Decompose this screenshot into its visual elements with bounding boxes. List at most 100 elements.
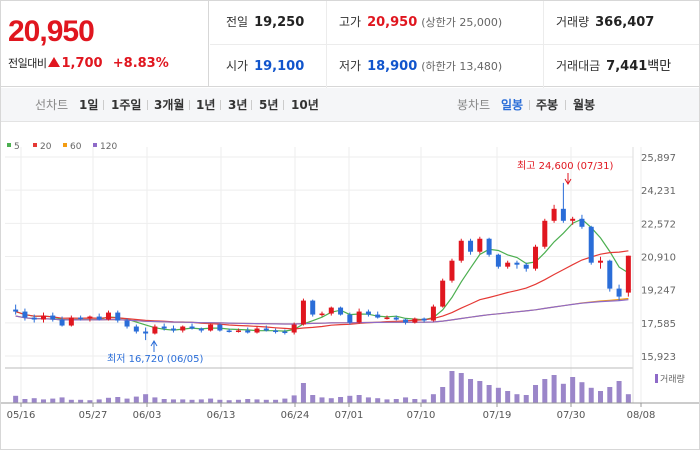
volume-bar bbox=[235, 399, 241, 403]
volume-bar bbox=[13, 395, 19, 403]
legend-label-20: 20 bbox=[40, 142, 52, 152]
candle-body bbox=[384, 317, 390, 320]
volume-bar bbox=[542, 379, 548, 403]
volume-bar bbox=[468, 379, 474, 403]
candle-body bbox=[598, 260, 604, 263]
stats-table: 전일 19,250 고가 20,950 (상한가 25,000) 거래량 366,407… bbox=[210, 1, 699, 88]
period-1d[interactable]: 1일 bbox=[79, 98, 99, 112]
volume-bar bbox=[310, 395, 316, 403]
period-1y[interactable]: 1년 bbox=[196, 98, 216, 112]
legend-swatch-120 bbox=[93, 143, 97, 147]
volume-bar bbox=[616, 381, 622, 403]
candle-body bbox=[282, 331, 288, 334]
volume-bar bbox=[198, 399, 204, 403]
legend-swatch-5 bbox=[7, 143, 11, 147]
change-amount: 1,700 bbox=[61, 56, 103, 71]
volume-bar bbox=[533, 385, 539, 403]
period-3m[interactable]: 3개월 bbox=[154, 98, 185, 112]
stat-amount: 거래대금 7,441백만 bbox=[543, 45, 671, 88]
stat-open: 시가 19,100 bbox=[226, 59, 305, 74]
candle-body bbox=[78, 317, 84, 320]
candle-body bbox=[13, 309, 19, 312]
candle-body bbox=[486, 238, 492, 255]
volume-bar bbox=[78, 399, 84, 403]
volume-bar bbox=[579, 382, 585, 403]
volume-bar bbox=[458, 373, 464, 403]
candle-body bbox=[50, 315, 56, 320]
stat-low: 저가 18,900 (하한가 13,480) bbox=[326, 45, 502, 88]
x-tick-label: 07/30 bbox=[557, 410, 586, 421]
candlestick-chart: 5 20 60 120 25,897 24,231 22,572 20,910 19,247 17… bbox=[1, 142, 699, 421]
candle-daily[interactable]: 일봉 bbox=[501, 98, 524, 112]
candle-body bbox=[430, 306, 436, 321]
candle-body bbox=[375, 314, 381, 318]
stat-volume: 거래량 366,407 bbox=[543, 1, 654, 44]
candle-body bbox=[59, 319, 65, 326]
candle-body bbox=[310, 300, 316, 315]
volume-bar bbox=[328, 398, 334, 403]
volume-bar bbox=[430, 394, 436, 403]
candle-body bbox=[440, 280, 446, 307]
volume-bar bbox=[551, 375, 557, 403]
legend-label-5: 5 bbox=[14, 142, 20, 152]
volume-bar bbox=[477, 381, 483, 403]
candle-body bbox=[588, 226, 594, 263]
candle-body bbox=[143, 331, 149, 334]
x-tick-label: 06/13 bbox=[207, 410, 236, 421]
period-10y[interactable]: 10년 bbox=[291, 98, 319, 112]
candle-weekly[interactable]: 주봉 bbox=[536, 98, 559, 112]
candle-body bbox=[560, 208, 566, 221]
period-3y[interactable]: 3년 bbox=[228, 98, 248, 112]
low-arrow-head bbox=[150, 340, 158, 347]
candle-body bbox=[551, 208, 557, 221]
candle-body bbox=[263, 328, 269, 331]
volume-bar bbox=[133, 396, 139, 403]
candle-body bbox=[217, 324, 223, 331]
volume-legend-swatch bbox=[655, 374, 658, 383]
volume-bar bbox=[96, 399, 102, 403]
price-box: 20,950 전일대비 1,700 +8.83% bbox=[1, 1, 209, 87]
candle-body bbox=[514, 262, 520, 265]
volume-bar bbox=[523, 395, 529, 403]
chart-toolbar: 선차트 1일 1주일 3개월 1년 3년 5년 10년 봉차트 일봉 주봉 월봉 bbox=[1, 88, 699, 122]
candle-body bbox=[152, 326, 158, 334]
candle-body bbox=[170, 328, 176, 331]
candle-body bbox=[495, 254, 501, 267]
volume-bar bbox=[319, 397, 325, 403]
line-chart-title: 선차트 bbox=[35, 98, 69, 112]
candle-body bbox=[570, 218, 576, 221]
legend-label-120: 120 bbox=[100, 142, 117, 152]
volume-bar bbox=[393, 399, 399, 403]
volume-bar bbox=[105, 397, 111, 403]
volume-bar bbox=[403, 397, 409, 403]
legend-label-60: 60 bbox=[70, 142, 82, 152]
up-triangle-icon bbox=[48, 57, 61, 67]
volume-bar bbox=[217, 399, 223, 403]
candle-body bbox=[133, 326, 139, 332]
volume-bar bbox=[115, 397, 121, 403]
volume-bar bbox=[607, 387, 613, 403]
volume-bar bbox=[273, 399, 279, 403]
candle-body bbox=[235, 330, 241, 333]
volume-bar bbox=[68, 399, 74, 403]
volume-bar bbox=[625, 394, 631, 403]
volume-bar bbox=[412, 399, 418, 403]
volume-bar bbox=[31, 398, 37, 403]
volume-bar bbox=[124, 398, 130, 403]
period-5y[interactable]: 5년 bbox=[259, 98, 279, 112]
candle-monthly[interactable]: 월봉 bbox=[573, 98, 596, 112]
candle-body bbox=[403, 319, 409, 323]
candle-body bbox=[22, 311, 28, 318]
stats-row-1: 전일 19,250 고가 20,950 (상한가 25,000) 거래량 366,407 bbox=[210, 1, 699, 44]
volume-bar bbox=[226, 400, 232, 403]
period-1w[interactable]: 1주일 bbox=[111, 98, 142, 112]
candle-body bbox=[291, 324, 297, 333]
candle-body bbox=[579, 218, 585, 227]
volume-bar bbox=[588, 387, 594, 403]
x-tick-label: 06/03 bbox=[133, 410, 162, 421]
volume-bar bbox=[87, 400, 93, 403]
candle-body bbox=[319, 313, 325, 316]
volume-bar bbox=[598, 391, 604, 403]
volume-bar bbox=[495, 387, 501, 403]
